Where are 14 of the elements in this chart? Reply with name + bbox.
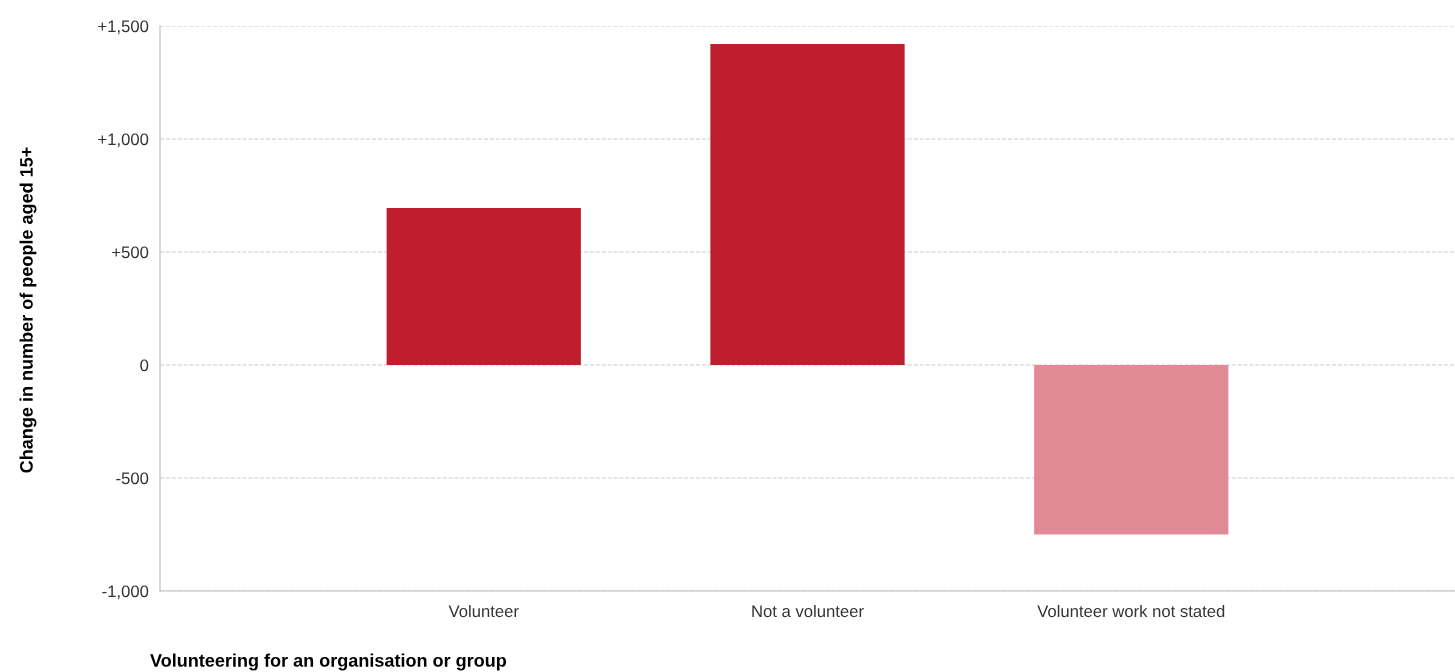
y-tick-label: +500 [112,246,149,259]
bar [1034,365,1229,535]
x-tick-label: Not a volunteer [752,604,864,618]
y-tick-label: -1,000 [102,585,149,600]
x-axis-title: Volunteering for an organisation or group [150,653,507,671]
y-tick-label: 0 [140,359,149,372]
y-tick-label: -500 [116,472,149,485]
y-axis-title: Change in number of people aged 15+ [19,147,37,473]
bar [386,207,581,365]
x-tick-label: Volunteer [448,604,519,618]
y-tick-label: +1,500 [98,20,149,35]
x-tick-label: Volunteer work not stated [1037,604,1225,618]
bar [710,44,905,365]
y-tick-label: +1,000 [98,133,149,148]
